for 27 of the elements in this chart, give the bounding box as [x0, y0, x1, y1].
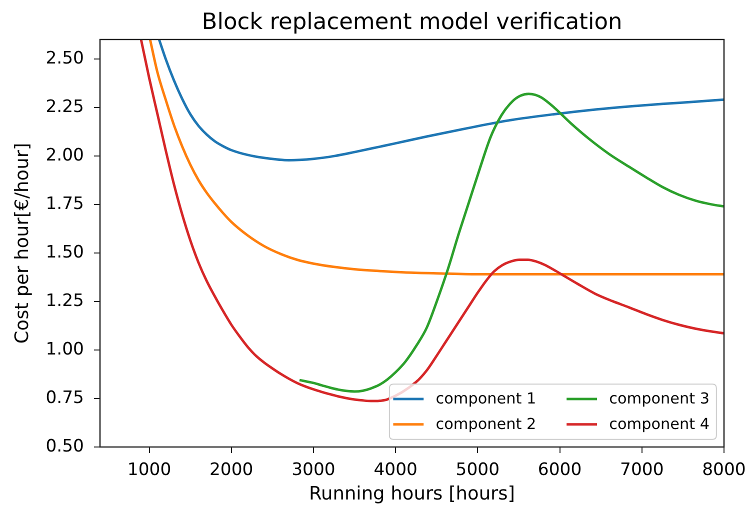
x-tick-label: 6000 [538, 460, 582, 480]
x-tick-label: 2000 [209, 460, 254, 480]
x-tick-label: 5000 [456, 460, 500, 480]
y-tick-label: 1.75 [46, 194, 84, 214]
y-tick-label: 2.00 [46, 145, 84, 166]
line-series [158, 40, 724, 162]
y-tick-label: 2.25 [46, 96, 84, 117]
y-tick-label: 2.50 [46, 48, 84, 68]
y-tick-label: 0.75 [46, 388, 84, 408]
y-tick-label: 1.00 [46, 339, 84, 360]
x-axis-title: Running hours [hours] [308, 484, 516, 505]
y-tick-label: 1.25 [46, 290, 84, 311]
y-tick-label: 0.50 [46, 436, 84, 456]
y-axis-title: Cost per hour[€/hour] [12, 142, 33, 344]
line-series [298, 92, 724, 393]
x-tick-label: 3000 [292, 460, 336, 480]
legend-label: component 1 [436, 389, 536, 408]
legend-label: component 2 [436, 414, 536, 433]
line-series [148, 40, 724, 276]
x-tick-label: 1000 [127, 460, 172, 480]
legend-label: component 3 [609, 389, 710, 408]
x-tick-label: 8000 [702, 460, 746, 480]
y-tick-label: 1.50 [46, 242, 84, 262]
x-tick-label: 7000 [620, 460, 664, 480]
chart-title: Block replacement model verification [202, 9, 622, 35]
x-tick-label: 4000 [374, 460, 418, 480]
legend-label: component 4 [609, 414, 710, 433]
